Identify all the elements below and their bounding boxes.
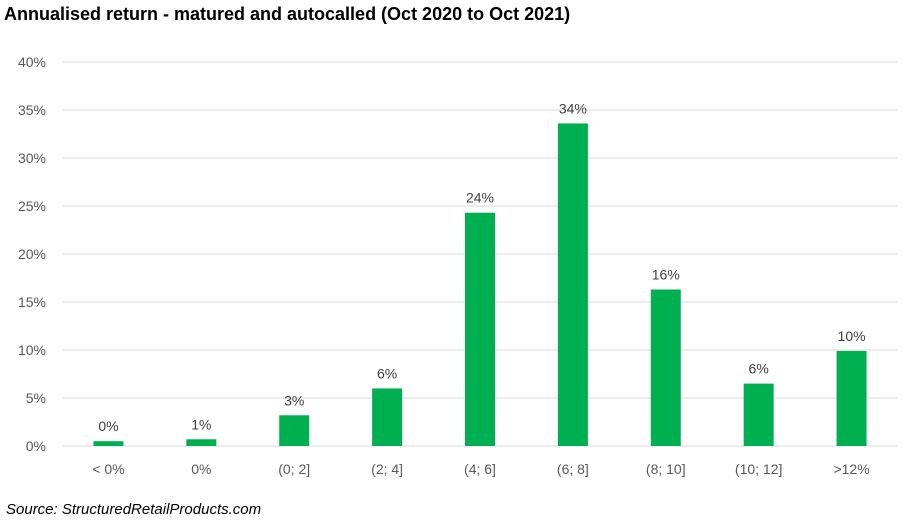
x-tick-label: < 0%	[92, 461, 124, 477]
y-tick-label: 25%	[18, 198, 46, 214]
bar	[372, 388, 403, 446]
data-label: 24%	[466, 190, 494, 206]
data-label: 10%	[838, 328, 866, 344]
y-tick-label: 10%	[18, 342, 46, 358]
y-tick-label: 5%	[26, 390, 46, 406]
data-label: 0%	[98, 418, 118, 434]
x-tick-label: (10; 12]	[735, 461, 782, 477]
source-note: Source: StructuredRetailProducts.com	[6, 501, 262, 518]
y-tick-label: 30%	[18, 150, 46, 166]
data-label: 3%	[284, 392, 304, 408]
bar	[93, 441, 124, 446]
bar	[186, 439, 217, 446]
data-label: 16%	[652, 267, 680, 283]
x-tick-label: (8; 10]	[646, 461, 686, 477]
data-label: 1%	[191, 416, 211, 432]
y-tick-label: 35%	[18, 102, 46, 118]
x-tick-label: (6; 8]	[557, 461, 589, 477]
data-label: 6%	[749, 361, 769, 377]
data-label: 6%	[377, 365, 397, 381]
x-tick-label: (0; 2]	[278, 461, 310, 477]
bar	[836, 350, 867, 446]
x-tick-label: (2; 4]	[371, 461, 403, 477]
x-tick-label: >12%	[833, 461, 869, 477]
y-tick-label: 20%	[18, 246, 46, 262]
bar	[557, 123, 588, 446]
bar	[743, 383, 774, 446]
x-tick-label: 0%	[191, 461, 211, 477]
bar	[279, 415, 310, 446]
chart-title: Annualised return - matured and autocall…	[4, 4, 571, 24]
data-label: 34%	[559, 100, 587, 116]
bar	[650, 289, 681, 446]
y-tick-label: 40%	[18, 54, 46, 70]
y-tick-label: 0%	[26, 438, 46, 454]
y-tick-label: 15%	[18, 294, 46, 310]
bar	[465, 212, 495, 446]
x-tick-label: (4; 6]	[464, 461, 496, 477]
